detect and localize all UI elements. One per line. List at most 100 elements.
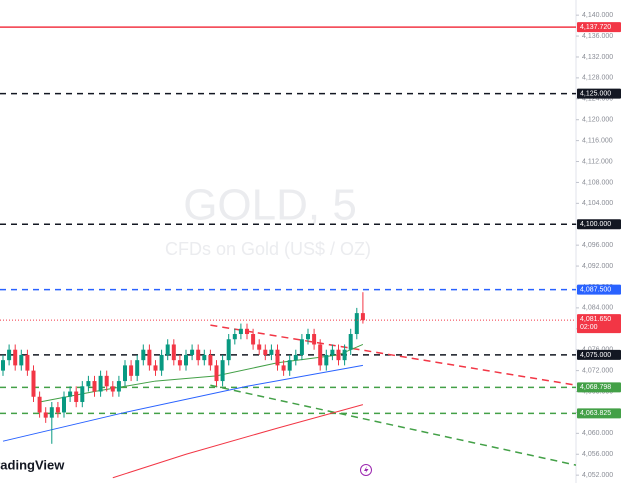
candle-body — [263, 349, 268, 355]
candle-body — [68, 391, 73, 397]
candle-body — [202, 354, 207, 361]
candle-body — [318, 344, 323, 366]
candle-body — [312, 334, 317, 345]
trendline — [210, 324, 576, 386]
candle-body — [354, 313, 359, 335]
candle-body — [37, 396, 42, 413]
candle-body — [129, 365, 134, 376]
level-label: 4,075.000 — [580, 352, 611, 359]
candle-body — [135, 360, 140, 376]
candle-body — [336, 349, 341, 361]
y-tick-label: 4,108.000 — [582, 179, 613, 186]
y-tick-label: 4,084.000 — [582, 305, 613, 312]
candle-body — [7, 349, 12, 361]
candle-body — [226, 339, 231, 361]
candle-body — [141, 349, 146, 361]
level-label-bg — [577, 22, 621, 33]
y-tick-label: 4,140.000 — [582, 12, 613, 19]
candle-body — [177, 360, 182, 366]
candle-body — [293, 354, 298, 361]
price-label: 4,081.650 — [580, 316, 611, 323]
candle-body — [196, 349, 201, 361]
price-label-bg — [577, 314, 621, 334]
candle-body — [55, 407, 60, 413]
trendline — [210, 384, 576, 466]
level-label: 4,068.798 — [580, 384, 611, 391]
candle-body — [269, 349, 274, 355]
candle-body — [43, 412, 48, 418]
candle-body — [251, 334, 256, 345]
candle-body — [245, 328, 249, 335]
candle-body — [80, 386, 85, 402]
logo: TradingView — [0, 457, 65, 472]
y-tick-label: 4,132.000 — [582, 54, 613, 61]
candle-body — [25, 354, 30, 371]
candle-body — [330, 349, 335, 355]
level-label: 4,125.000 — [580, 90, 611, 97]
candle-body — [98, 375, 103, 392]
plot — [0, 26, 576, 479]
candle-body — [324, 354, 329, 366]
watermark-subtitle: CFDs on Gold (US$ / OZ) — [165, 239, 371, 259]
candle-body — [306, 334, 310, 340]
level-label: 4,137.720 — [580, 24, 611, 31]
candle-body — [360, 313, 365, 321]
candle-body — [165, 344, 170, 355]
level-label: 4,087.500 — [580, 286, 611, 293]
candle-body — [116, 381, 121, 392]
candle-body — [153, 365, 158, 371]
y-tick-label: 4,072.000 — [582, 367, 613, 374]
candle-body — [62, 396, 66, 413]
level-label: 4,063.825 — [580, 410, 611, 417]
candle-body — [281, 365, 286, 371]
level-label-bg — [577, 88, 621, 99]
candle-body — [1, 360, 5, 371]
candle-body — [232, 334, 237, 340]
candle-body — [184, 354, 188, 366]
candle-body — [49, 407, 54, 418]
y-tick-label: 4,056.000 — [582, 451, 613, 458]
candle-body — [19, 354, 24, 366]
y-tick-label: 4,136.000 — [582, 33, 613, 40]
level-label-bg — [577, 349, 621, 360]
candle-body — [348, 334, 353, 350]
candle-body — [104, 375, 109, 387]
candle-body — [110, 386, 115, 392]
candle-body — [123, 365, 127, 382]
candle-body — [13, 349, 18, 366]
level-label-bg — [577, 408, 621, 419]
level-label: 4,100.000 — [580, 221, 611, 228]
y-tick-label: 4,092.000 — [582, 263, 613, 270]
y-tick-label: 4,124.000 — [582, 96, 613, 103]
watermark-title: GOLD, 5 — [183, 181, 357, 230]
ma-line — [112, 404, 364, 479]
y-tick-label: 4,060.000 — [582, 430, 613, 437]
level-label-bg — [577, 382, 621, 393]
candle-body — [214, 365, 219, 382]
level-label-bg — [577, 219, 621, 230]
level-label-bg — [577, 284, 621, 295]
candle-body — [92, 381, 97, 392]
ma-line — [2, 364, 363, 442]
y-tick-label: 4,128.000 — [582, 75, 613, 82]
candle-body — [171, 344, 176, 361]
countdown-label: 02:00 — [580, 324, 598, 331]
candle-body — [220, 360, 225, 382]
candle-body — [275, 349, 280, 366]
candle-body — [238, 328, 243, 335]
candle-body — [299, 339, 304, 355]
y-tick-label: 4,096.000 — [582, 242, 613, 249]
lightning-icon — [360, 464, 372, 476]
y-tick-label: 4,112.000 — [582, 158, 613, 165]
candle-body — [208, 354, 213, 366]
y-tick-label: 4,116.000 — [582, 137, 613, 144]
y-tick-label: 4,104.000 — [582, 200, 613, 207]
candle-body — [74, 391, 79, 402]
candle-body — [257, 344, 262, 350]
candle-body — [86, 381, 91, 387]
candle-body — [287, 360, 292, 371]
y-tick-label: 4,120.000 — [582, 117, 613, 124]
candle-body — [190, 349, 195, 355]
